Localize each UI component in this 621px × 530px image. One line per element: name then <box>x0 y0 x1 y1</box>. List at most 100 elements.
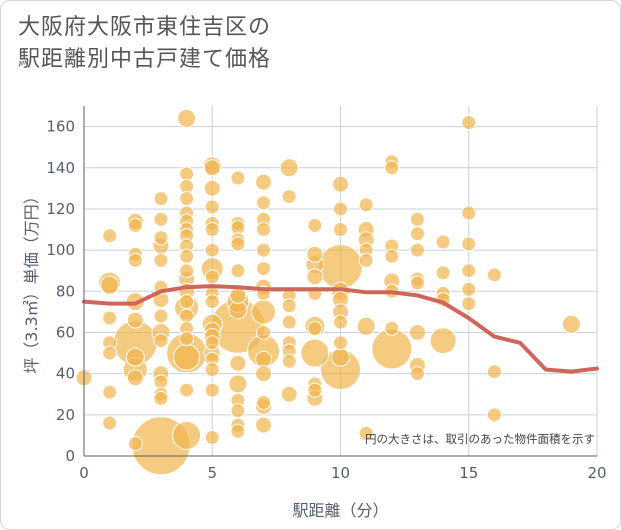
data-bubble <box>332 175 349 193</box>
data-bubble <box>153 333 169 349</box>
data-bubble <box>331 347 350 367</box>
data-bubble <box>409 226 425 242</box>
data-bubble <box>409 366 425 382</box>
data-bubble <box>126 311 144 329</box>
data-bubble <box>204 199 220 215</box>
data-bubble <box>204 335 220 351</box>
data-bubble <box>203 159 221 177</box>
data-bubble <box>307 217 323 233</box>
x-tick-label: 20 <box>587 464 606 482</box>
data-bubble <box>358 425 374 441</box>
data-bubble <box>333 222 348 238</box>
data-bubble <box>230 263 246 279</box>
data-bubble <box>179 331 195 347</box>
axes: 0 20 40 60 80 100 120 140 160 0 5 10 15 20 <box>46 106 607 482</box>
data-bubble <box>306 245 324 263</box>
data-bubble <box>307 320 323 336</box>
data-bubble <box>204 242 220 258</box>
data-bubble <box>281 314 297 330</box>
data-bubble <box>256 222 272 238</box>
data-bubble <box>384 160 400 176</box>
data-bubble <box>255 365 273 383</box>
data-bubble <box>251 299 277 325</box>
data-bubble <box>409 211 425 227</box>
y-tick-label: 140 <box>46 159 75 177</box>
chart-title-line-1: 大阪府大阪市東住吉区の <box>18 15 272 40</box>
data-bubble <box>461 296 477 312</box>
data-bubble <box>173 343 201 371</box>
data-bubble <box>280 385 298 403</box>
data-bubble <box>461 263 477 279</box>
data-bubble <box>300 338 330 368</box>
data-bubble <box>333 314 348 330</box>
data-bubble <box>153 191 169 207</box>
data-bubble <box>179 263 195 279</box>
data-bubble <box>561 314 581 334</box>
data-bubble <box>409 275 425 291</box>
x-axis-label: 駅距離（分） <box>292 501 388 520</box>
data-bubble <box>179 382 195 398</box>
data-bubble <box>102 415 118 431</box>
data-bubble <box>230 423 246 439</box>
data-bubble <box>256 394 272 410</box>
data-bubble <box>333 201 348 217</box>
x-tick-label: 5 <box>207 464 217 482</box>
data-bubble <box>204 362 220 378</box>
data-bubble <box>153 211 169 227</box>
data-bubble <box>409 242 425 258</box>
trend-layer <box>82 284 599 374</box>
bubble-layer <box>75 108 581 476</box>
y-tick-label: 0 <box>65 447 75 465</box>
data-bubble <box>255 416 273 434</box>
data-bubble <box>230 403 246 419</box>
data-bubble <box>177 108 197 128</box>
data-bubble <box>256 242 272 258</box>
data-bubble <box>204 382 220 398</box>
data-bubble <box>356 316 376 336</box>
y-tick-label: 60 <box>56 323 75 341</box>
chart-title-line-2: 駅距離別中古戸建て価格 <box>18 47 272 72</box>
data-bubble <box>179 294 195 310</box>
y-tick-label: 80 <box>56 282 75 300</box>
data-bubble <box>255 173 273 191</box>
data-bubble <box>153 252 169 268</box>
data-bubble <box>384 320 400 336</box>
data-bubble <box>127 252 143 268</box>
data-bubble <box>204 222 220 238</box>
data-bubble <box>307 382 323 398</box>
data-bubble <box>435 265 451 281</box>
y-tick-label: 20 <box>56 406 75 424</box>
data-bubble <box>100 275 120 295</box>
data-bubble <box>204 429 220 445</box>
data-bubble <box>204 294 220 310</box>
data-bubble <box>102 228 118 244</box>
data-bubble <box>127 436 143 452</box>
data-bubble <box>153 308 169 324</box>
data-bubble <box>486 407 502 423</box>
data-bubble <box>429 327 457 355</box>
data-bubble <box>203 179 221 197</box>
y-axis-label: 坪（3.3㎡）単価（万円） <box>22 188 41 373</box>
data-bubble <box>306 268 324 286</box>
data-bubble <box>256 324 272 340</box>
data-bubble <box>230 170 246 186</box>
data-bubble <box>153 390 169 406</box>
data-bubble <box>179 191 195 207</box>
data-bubble <box>461 114 477 130</box>
data-bubble <box>256 195 272 211</box>
size-legend-note: 円の大きさは、取引のあった物件面積を示す <box>365 432 595 446</box>
y-tick-label: 40 <box>56 365 75 383</box>
x-tick-label: 15 <box>459 464 478 482</box>
data-bubble <box>179 248 195 264</box>
data-bubble <box>435 234 451 250</box>
y-tick-label: 160 <box>46 118 75 136</box>
data-bubble <box>281 298 297 314</box>
data-bubble <box>461 236 477 252</box>
data-bubble <box>408 323 426 341</box>
data-bubble <box>333 335 348 351</box>
x-tick-label: 10 <box>331 464 350 482</box>
data-bubble <box>461 205 477 221</box>
y-tick-label: 120 <box>46 200 75 218</box>
data-bubble <box>125 347 145 367</box>
